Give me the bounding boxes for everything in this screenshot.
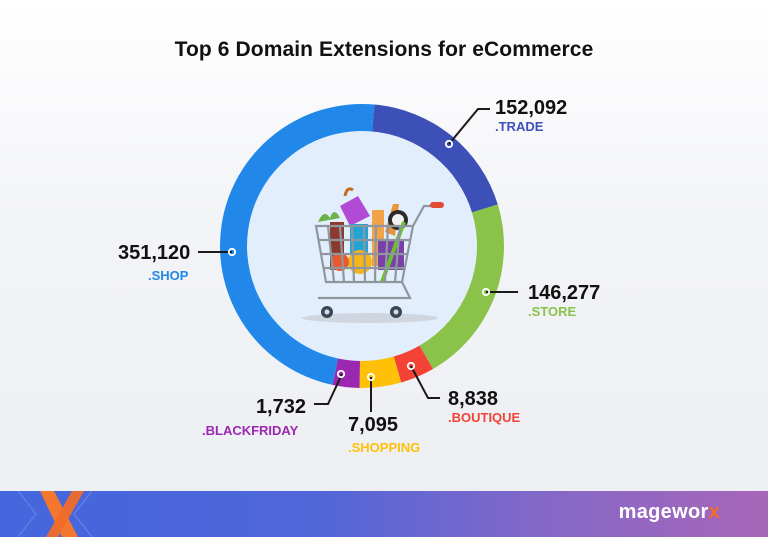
mageworx-brand: mageworx [619,501,720,524]
mageworx-x-logo-icon [17,491,93,537]
shopping-cart-icon [302,187,444,323]
store-value: 146,277 [528,282,601,304]
store-name: .STORE [528,304,577,319]
label-shop: 351,120 .SHOP [118,242,190,284]
segment-store [419,204,505,369]
shop-value: 351,120 [118,242,191,264]
shopping-name: .SHOPPING [348,440,421,455]
segment-shop [219,104,375,385]
brand-accent: x [708,501,720,523]
brand-text: magewor [618,501,709,523]
segment-trade [372,104,498,213]
label-blackfriday-name: .BLACKFRIDAY [202,423,298,439]
footer-banner: mageworx [0,491,768,537]
chart-title: Top 6 Domain Extensions for eCommerce [174,38,594,61]
shopping-value: 7,095 [348,414,399,436]
leader-lines [198,108,518,412]
label-blackfriday: 1,732 [202,396,306,418]
blackfriday-name: .BLACKFRIDAY [202,423,299,438]
label-shopping: 7,095 .SHOPPING [348,414,420,456]
label-trade: 152,092 .TRADE [495,97,567,135]
segment-markers [227,139,491,382]
label-store: 146,277 .STORE [528,282,600,320]
trade-name: .TRADE [495,119,544,134]
shop-name: .SHOP [148,268,189,283]
blackfriday-value: 1,732 [255,396,306,418]
boutique-name: .BOUTIQUE [448,410,521,425]
label-boutique: 8,838 .BOUTIQUE [448,388,520,426]
boutique-value: 8,838 [448,388,499,410]
segment-shopping [359,356,402,388]
trade-value: 152,092 [495,97,568,119]
